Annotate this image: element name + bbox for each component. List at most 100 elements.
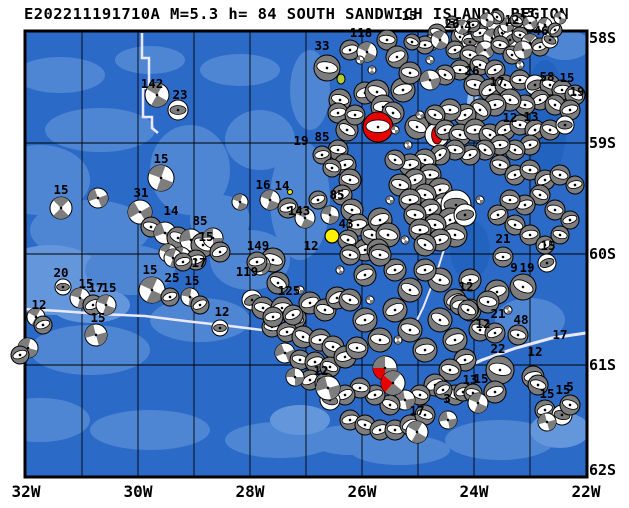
focal-mechanism <box>383 258 407 282</box>
focal-mechanism <box>404 114 430 140</box>
focal-mechanism <box>344 104 366 126</box>
focal-mechanism <box>95 294 117 316</box>
focal-mechanism <box>345 336 369 360</box>
focal-mechanism <box>565 175 585 195</box>
focal-mechanism <box>476 290 500 314</box>
bathymetry-patch <box>270 405 330 435</box>
focal-mechanism <box>262 306 284 328</box>
focal-mechanism <box>509 12 525 28</box>
focal-mechanism <box>369 419 391 441</box>
focal-mechanism <box>353 263 377 287</box>
focal-mechanism <box>453 203 477 227</box>
focal-mechanism <box>160 287 180 307</box>
focal-mechanism <box>285 367 305 387</box>
focal-mechanism <box>425 55 435 65</box>
focal-mechanism <box>484 59 506 81</box>
focal-mechanism <box>398 61 422 85</box>
focal-mechanism <box>559 99 581 121</box>
focal-mechanism <box>355 55 365 65</box>
focal-mechanism <box>312 145 332 165</box>
focal-mechanism <box>419 69 441 91</box>
focal-mechanism <box>434 119 456 141</box>
focal-mechanism <box>400 235 410 245</box>
focal-mechanism <box>365 295 375 305</box>
focal-mechanism <box>338 288 362 312</box>
bathymetry-patch <box>270 140 330 260</box>
focal-mechanism <box>467 392 489 414</box>
focal-mechanism <box>438 358 462 382</box>
focal-mechanism <box>415 35 435 55</box>
focal-mechanism <box>438 410 458 430</box>
focal-mechanism <box>173 252 193 272</box>
focal-mechanism <box>327 102 349 124</box>
focal-mechanism <box>445 15 459 29</box>
focal-mechanism <box>211 319 229 337</box>
focal-mechanism <box>535 235 555 255</box>
focal-mechanism <box>559 394 581 416</box>
focal-mechanism <box>385 45 409 69</box>
focal-mechanism <box>484 322 506 344</box>
stepped-boundary <box>140 33 159 134</box>
focal-mechanism <box>382 297 408 323</box>
focal-mechanism <box>468 318 492 342</box>
focal-mechanism <box>313 54 341 82</box>
focal-mechanism <box>380 370 406 396</box>
focal-mechanism <box>469 54 491 76</box>
focal-mechanism <box>320 205 340 225</box>
focal-mechanism <box>537 412 557 432</box>
focal-mechanism <box>553 11 567 25</box>
focal-mechanism <box>519 224 541 246</box>
focal-mechanism <box>415 110 425 120</box>
bathymetry-patch <box>90 410 210 450</box>
focal-mechanism <box>457 299 479 321</box>
map-frame <box>23 29 589 479</box>
focal-mechanism <box>549 164 571 186</box>
bathymetry-patch <box>200 54 280 86</box>
focal-mechanism <box>376 29 398 51</box>
bathymetry-patch <box>25 145 90 215</box>
focal-mechanism <box>465 17 481 33</box>
focal-mechanism <box>231 193 249 211</box>
bathymetry-patch <box>25 57 105 93</box>
bathymetry-patch <box>225 110 295 170</box>
bathymetry-patch <box>30 325 150 375</box>
focal-mechanism <box>385 195 395 205</box>
focal-mechanism <box>522 15 538 31</box>
focal-mechanism <box>33 315 53 335</box>
focal-mechanism <box>10 345 30 365</box>
focal-mechanism <box>294 207 316 229</box>
focal-mechanism <box>190 295 210 315</box>
focal-mechanism <box>403 140 413 150</box>
focal-mechanism <box>550 225 570 245</box>
focal-mechanism <box>403 33 421 51</box>
focal-mechanism <box>499 189 521 211</box>
focal-mechanism <box>442 327 468 353</box>
focal-mechanism <box>339 39 361 61</box>
focal-mechanism <box>352 307 378 333</box>
focal-mechanism <box>412 337 438 363</box>
focal-mechanism <box>379 394 401 416</box>
focal-mechanism <box>54 278 72 296</box>
beachball-layer <box>10 9 586 444</box>
bathymetry-patch <box>150 125 230 215</box>
focal-mechanism <box>368 243 392 267</box>
focal-mechanism <box>390 125 400 135</box>
west-fracture-zone <box>25 307 263 332</box>
focal-mechanism <box>144 82 170 108</box>
focal-mechanism <box>167 99 189 121</box>
focal-mechanism <box>246 251 268 273</box>
focal-mechanism <box>49 196 73 220</box>
focal-mechanism <box>397 277 423 303</box>
focal-mechanism <box>393 335 403 345</box>
focal-mechanism <box>147 164 175 192</box>
focal-mechanism <box>405 420 429 444</box>
focal-mechanism <box>315 375 341 401</box>
focal-mechanism <box>84 323 108 347</box>
focal-mechanism <box>322 158 342 178</box>
focal-mechanism <box>367 65 377 75</box>
focal-mechanism <box>433 380 453 400</box>
focal-mechanism <box>475 195 485 205</box>
focal-mechanism <box>414 404 436 426</box>
bathymetry-patch <box>25 398 90 442</box>
